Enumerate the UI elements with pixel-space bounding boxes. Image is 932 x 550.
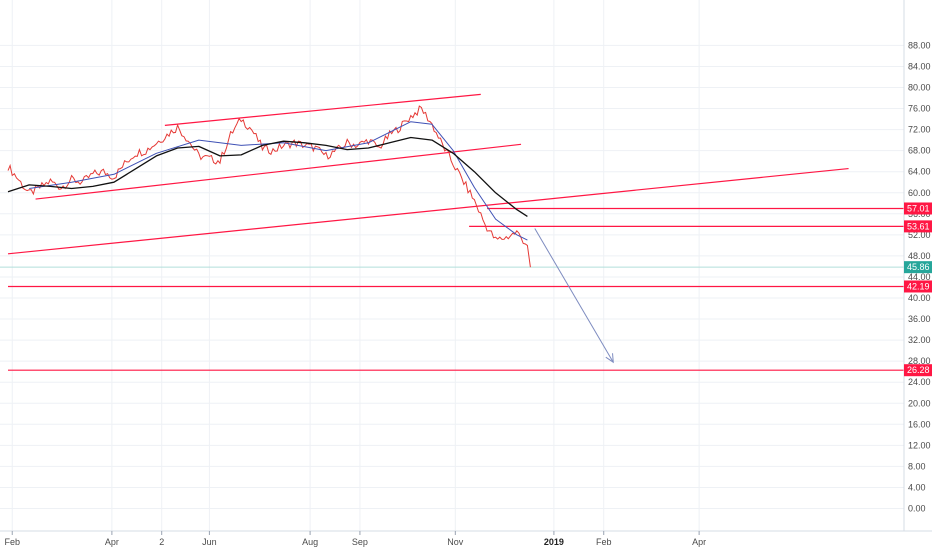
last-price-badge: 45.86: [907, 262, 930, 272]
y-tick-label: 44.00: [908, 272, 931, 282]
projection-arrow-head: [605, 353, 614, 364]
trendlines: [7, 93, 849, 255]
y-tick-label: 0.00: [908, 504, 926, 514]
projection-arrow-shaft[interactable]: [534, 228, 614, 363]
trendline-long-trend[interactable]: [7, 167, 849, 255]
y-tick-label: 24.00: [908, 377, 931, 387]
y-tick-label: 16.00: [908, 419, 931, 429]
y-tick-label: 28.00: [908, 356, 931, 366]
y-tick-label: 72.00: [908, 125, 931, 135]
y-tick-label: 36.00: [908, 314, 931, 324]
y-tick-label: 32.00: [908, 335, 931, 345]
projection-arrow: [534, 228, 614, 364]
last-price-badge-bg: [904, 261, 932, 274]
y-tick-label: 88.00: [908, 40, 931, 50]
y-tick-label: 20.00: [908, 398, 931, 408]
level-badge: 26.28: [907, 365, 930, 375]
y-tick-label: 80.00: [908, 83, 931, 93]
trendline-channel-upper[interactable]: [164, 93, 481, 126]
x-tick-label: Apr: [105, 537, 119, 547]
x-tick-label: Nov: [447, 537, 464, 547]
level-badge-bg: [904, 202, 932, 215]
y-tick-label: 60.00: [908, 188, 931, 198]
x-tick-label: Sep: [352, 537, 368, 547]
y-tick-label: 76.00: [908, 104, 931, 114]
y-tick-label: 12.00: [908, 440, 931, 450]
y-tick-label: 8.00: [908, 461, 926, 471]
level-badge: 57.01: [907, 203, 930, 213]
level-badge-bg: [904, 364, 932, 377]
level-badge-bg: [904, 280, 932, 293]
time-axis[interactable]: Feb Apr 2 Jun Aug Sep Nov 2019 Feb Apr: [4, 531, 706, 547]
level-badge: 53.61: [907, 221, 930, 231]
series: [7, 105, 531, 268]
x-tick-label: Feb: [596, 537, 612, 547]
ma-slow-line: [7, 136, 528, 217]
y-tick-label: 64.00: [908, 167, 931, 177]
x-tick-label: Jun: [202, 537, 217, 547]
grid: [0, 0, 904, 531]
y-tick-label: 4.00: [908, 482, 926, 492]
y-tick-label: 52.00: [908, 230, 931, 240]
y-tick-label: 48.00: [908, 251, 931, 261]
trendline-channel-lower[interactable]: [35, 143, 522, 200]
x-tick-label: Feb: [4, 537, 20, 547]
x-tick-label: Aug: [302, 537, 318, 547]
x-tick-label: 2: [159, 537, 164, 547]
price-badges: 57.01 53.61 42.19 26.28 45.86: [904, 202, 932, 377]
price-axis[interactable]: 88.00 84.00 80.00 76.00 72.00 68.00 64.00 60.00…: [908, 40, 931, 513]
support-resistance-levels: [0, 207, 904, 371]
y-tick-label: 68.00: [908, 146, 931, 156]
level-badge-bg: [904, 220, 932, 233]
x-tick-label: Apr: [692, 537, 706, 547]
price-line: [7, 105, 531, 268]
ema-fast-line: [29, 121, 528, 241]
y-tick-label: 40.00: [908, 293, 931, 303]
x-tick-label: 2019: [544, 537, 564, 547]
y-tick-label: 84.00: [908, 61, 931, 71]
level-badge: 42.19: [907, 281, 930, 291]
